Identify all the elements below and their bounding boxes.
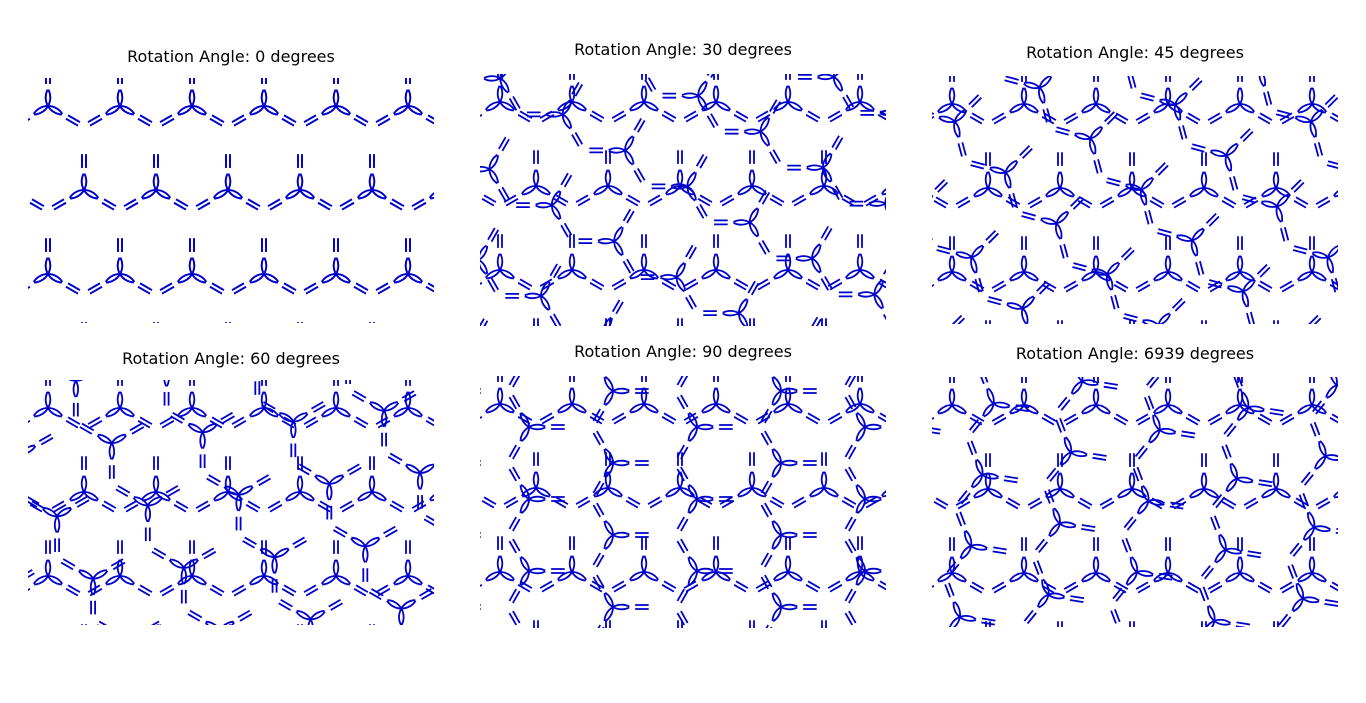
pattern-path (932, 377, 1338, 627)
pattern-plot (480, 74, 886, 326)
pattern-layer (932, 76, 1338, 324)
pattern-layer (932, 76, 1338, 324)
pattern-group (480, 376, 886, 628)
pattern-plot (932, 76, 1338, 324)
panel-title: Rotation Angle: 45 degrees (1026, 43, 1244, 62)
panel-rotation-60: Rotation Angle: 60 degrees (28, 346, 434, 626)
pattern-path (480, 376, 886, 628)
panel-title: Rotation Angle: 6939 degrees (1015, 344, 1255, 363)
pattern-path (480, 376, 886, 628)
panel-title: Rotation Angle: 30 degrees (574, 40, 792, 59)
pattern-group (28, 380, 434, 625)
pattern-group (480, 74, 886, 326)
pattern-path (932, 377, 1338, 627)
pattern-path (480, 74, 886, 326)
pattern-path (480, 74, 886, 326)
pattern-layer (480, 74, 886, 326)
panel-title: Rotation Angle: 90 degrees (574, 342, 792, 361)
pattern-path (28, 380, 434, 625)
panel-title: Rotation Angle: 60 degrees (122, 349, 340, 368)
panel-rotation-0: Rotation Angle: 0 degrees (28, 44, 434, 324)
pattern-layer (932, 377, 1338, 627)
pattern-layer (28, 380, 434, 625)
pattern-plot (480, 376, 886, 628)
pattern-path (932, 76, 1338, 324)
pattern-group (932, 76, 1338, 324)
pattern-layer (28, 78, 434, 323)
pattern-layer (480, 376, 886, 628)
pattern-layer (28, 78, 434, 323)
panel-rotation-6939: Rotation Angle: 6939 degrees (932, 341, 1338, 629)
pattern-path (932, 76, 1338, 324)
pattern-group (932, 377, 1338, 627)
panel-title: Rotation Angle: 0 degrees (127, 47, 335, 66)
pattern-plot (932, 377, 1338, 627)
pattern-plot (28, 380, 434, 625)
pattern-path (28, 78, 434, 323)
pattern-group (28, 78, 434, 323)
pattern-path (28, 380, 434, 625)
pattern-path (28, 78, 434, 323)
pattern-layer (28, 380, 434, 625)
pattern-layer (480, 74, 886, 326)
pattern-layer (480, 376, 886, 628)
panel-rotation-30: Rotation Angle: 30 degrees (480, 38, 886, 328)
pattern-layer (932, 377, 1338, 627)
pattern-plot (28, 78, 434, 323)
panel-rotation-45: Rotation Angle: 45 degrees (932, 40, 1338, 326)
panel-rotation-90: Rotation Angle: 90 degrees (480, 339, 886, 629)
